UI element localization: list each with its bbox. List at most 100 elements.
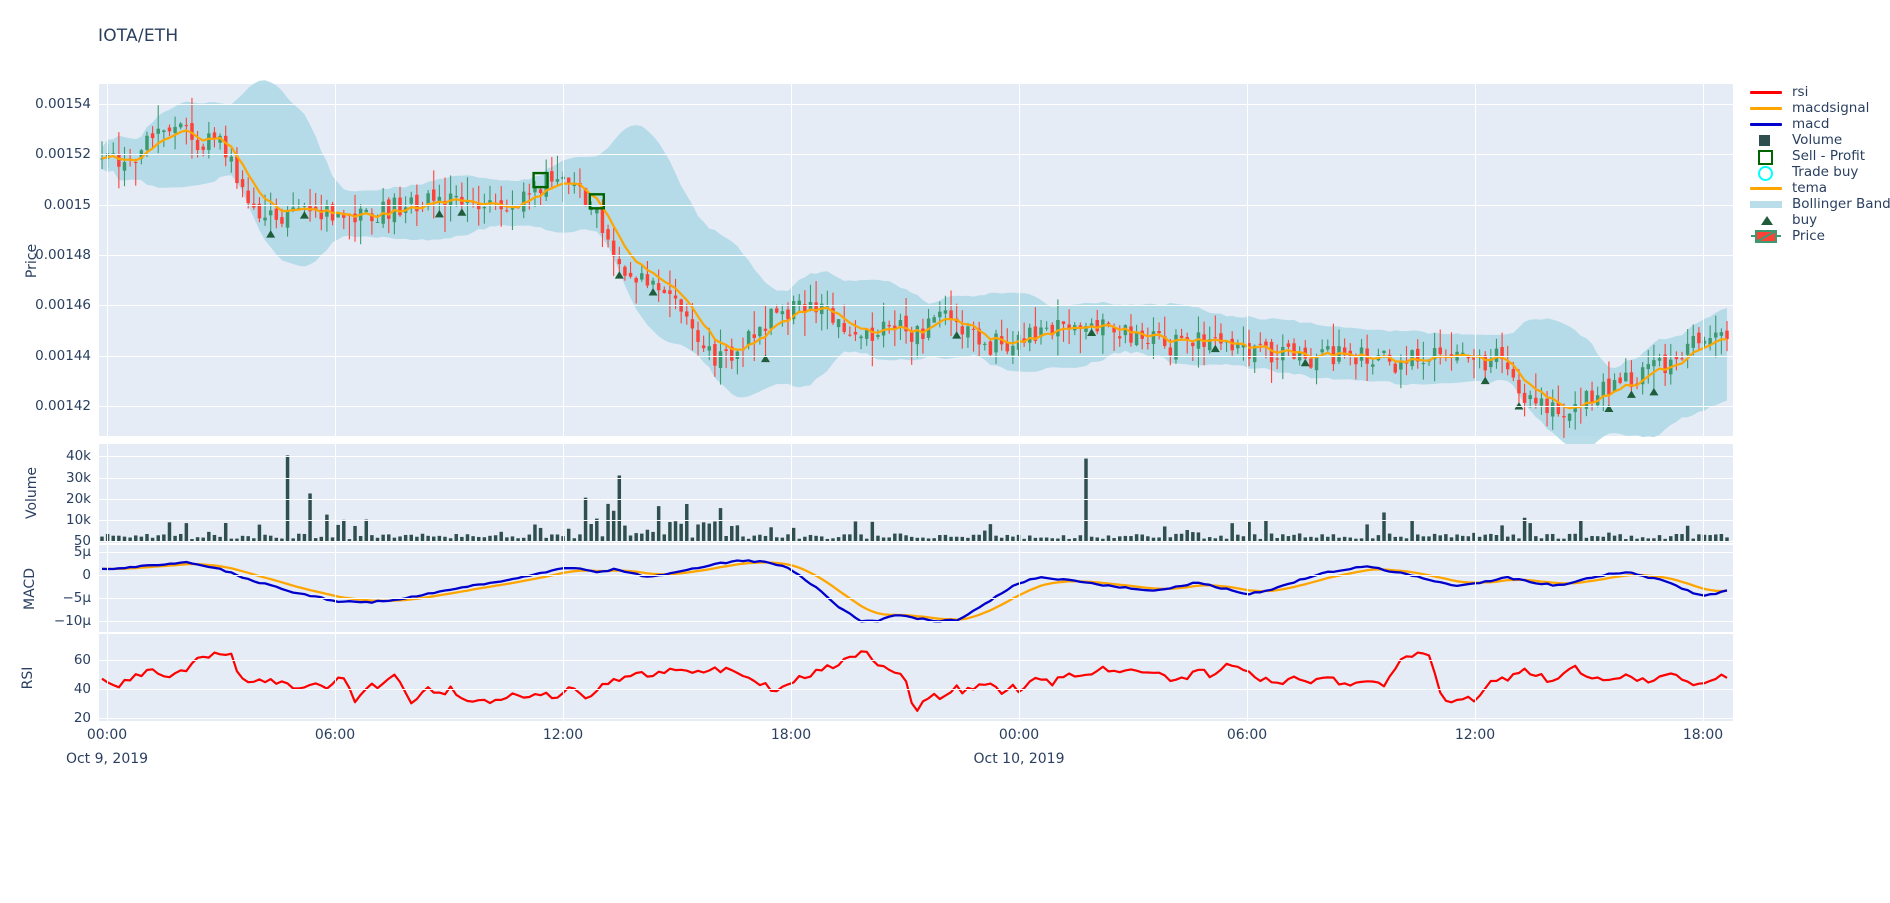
gridline-horizontal: [99, 355, 1733, 357]
buy-marker[interactable]: [1514, 401, 1524, 410]
gridline-horizontal: [99, 574, 1733, 576]
volume-bar: [1714, 534, 1718, 541]
candle-body: [1151, 331, 1156, 344]
buy-marker[interactable]: [457, 208, 467, 216]
volume-bar: [606, 503, 610, 541]
candle-body: [1168, 347, 1173, 356]
candle-body: [173, 126, 177, 133]
candle-body: [207, 133, 211, 150]
legend-item-sell-profit[interactable]: Sell - Profit: [1748, 148, 1888, 165]
legend-triangle-swatch: [1748, 212, 1784, 228]
volume-bar: [1185, 530, 1189, 541]
candle-body: [1685, 343, 1690, 355]
candle-body: [876, 335, 880, 337]
volume-bar: [893, 533, 897, 541]
buy-marker[interactable]: [648, 288, 658, 296]
volume-bar: [814, 535, 818, 541]
candle-body: [842, 323, 846, 332]
volume-bar: [1393, 536, 1397, 541]
sell-profit-marker[interactable]: [532, 171, 549, 189]
volume-bar: [139, 536, 144, 541]
buy-marker[interactable]: [1480, 376, 1490, 385]
candle-body: [831, 308, 835, 323]
volume-bar: [859, 534, 863, 541]
buy-marker[interactable]: [266, 230, 276, 238]
sell-profit-marker[interactable]: [588, 193, 606, 210]
buy-marker[interactable]: [952, 331, 962, 339]
volume-bar: [752, 535, 756, 541]
buy-marker[interactable]: [1649, 387, 1659, 396]
legend-item-buy[interactable]: buy: [1748, 212, 1888, 228]
volume-bar: [1601, 536, 1606, 541]
volume-bar: [864, 538, 869, 541]
chart-legend[interactable]: rsi macdsignal macd Volume Sell - Profit Trad…: [1748, 84, 1890, 244]
buy-marker[interactable]: [1210, 344, 1220, 353]
candle-body: [1061, 321, 1066, 325]
volume-bar: [1039, 537, 1043, 541]
buy-marker[interactable]: [1604, 404, 1614, 412]
volume-bar: [583, 497, 588, 541]
candle-body: [1466, 356, 1471, 359]
candle-body: [342, 212, 346, 218]
volume-bar: [555, 534, 560, 541]
gridline-horizontal: [99, 660, 1733, 662]
candle-body: [1714, 332, 1718, 338]
buy-marker[interactable]: [299, 211, 309, 219]
gridline-vertical: [563, 545, 564, 632]
candle-body: [1213, 337, 1218, 339]
legend-item-rsi[interactable]: rsi: [1748, 84, 1888, 100]
volume-bar: [1416, 534, 1420, 541]
volume-bar: [1657, 535, 1662, 541]
volume-bar: [1067, 538, 1071, 541]
candle-body: [769, 308, 773, 329]
volume-bar: [1612, 535, 1617, 541]
volume-bar: [370, 535, 374, 541]
candle-body: [786, 309, 790, 320]
buy-marker[interactable]: [434, 209, 444, 218]
legend-item-macd[interactable]: macd: [1748, 116, 1888, 132]
line-swatch-icon: [1750, 107, 1782, 110]
ytick-rsi-2: 20: [73, 710, 91, 727]
buy-marker[interactable]: [614, 271, 624, 279]
volume-bar: [836, 537, 841, 541]
candle-body: [1725, 330, 1729, 340]
volume-panel[interactable]: [99, 444, 1733, 543]
volume-bar: [1708, 535, 1712, 541]
buy-marker[interactable]: [760, 354, 770, 363]
gridline-vertical: [335, 444, 336, 543]
candle-body: [1230, 338, 1234, 351]
legend-item-tema[interactable]: tema: [1748, 180, 1888, 196]
legend-hollow-square-swatch: [1748, 148, 1784, 165]
volume-bar: [201, 537, 205, 541]
volume-bar: [1146, 536, 1150, 541]
buy-marker[interactable]: [1087, 328, 1097, 336]
volume-bar: [1618, 534, 1622, 541]
filled-square-icon: [1759, 135, 1770, 146]
volume-bar: [775, 537, 779, 541]
buy-marker[interactable]: [1626, 390, 1636, 398]
candle-body: [690, 319, 695, 329]
legend-item-volume[interactable]: Volume: [1748, 132, 1888, 148]
legend-item-price[interactable]: Price: [1748, 228, 1888, 244]
legend-item-bollinger-band[interactable]: Bollinger Band: [1748, 196, 1890, 212]
candle-body: [1275, 358, 1279, 360]
volume-bar: [741, 536, 745, 541]
buy-marker[interactable]: [1300, 358, 1310, 367]
candle-body: [1342, 347, 1347, 356]
candle-body: [1601, 381, 1606, 396]
rsi-panel[interactable]: [99, 634, 1733, 721]
volume-bar: [1219, 535, 1223, 541]
candle-body: [1241, 345, 1246, 348]
candle-body: [1691, 335, 1695, 348]
volume-bar: [898, 533, 903, 541]
bollinger-band-area: [102, 80, 1727, 448]
candle-body: [302, 205, 307, 207]
volume-bar: [1674, 533, 1679, 541]
legend-item-trade-buy[interactable]: Trade buy: [1748, 164, 1888, 181]
legend-item-macdsignal[interactable]: macdsignal: [1748, 100, 1888, 116]
volume-bar: [572, 538, 577, 541]
volume-bar: [280, 538, 284, 541]
gridline-horizontal: [99, 519, 1733, 521]
candle-body: [1236, 344, 1240, 349]
candle-body: [960, 326, 965, 335]
